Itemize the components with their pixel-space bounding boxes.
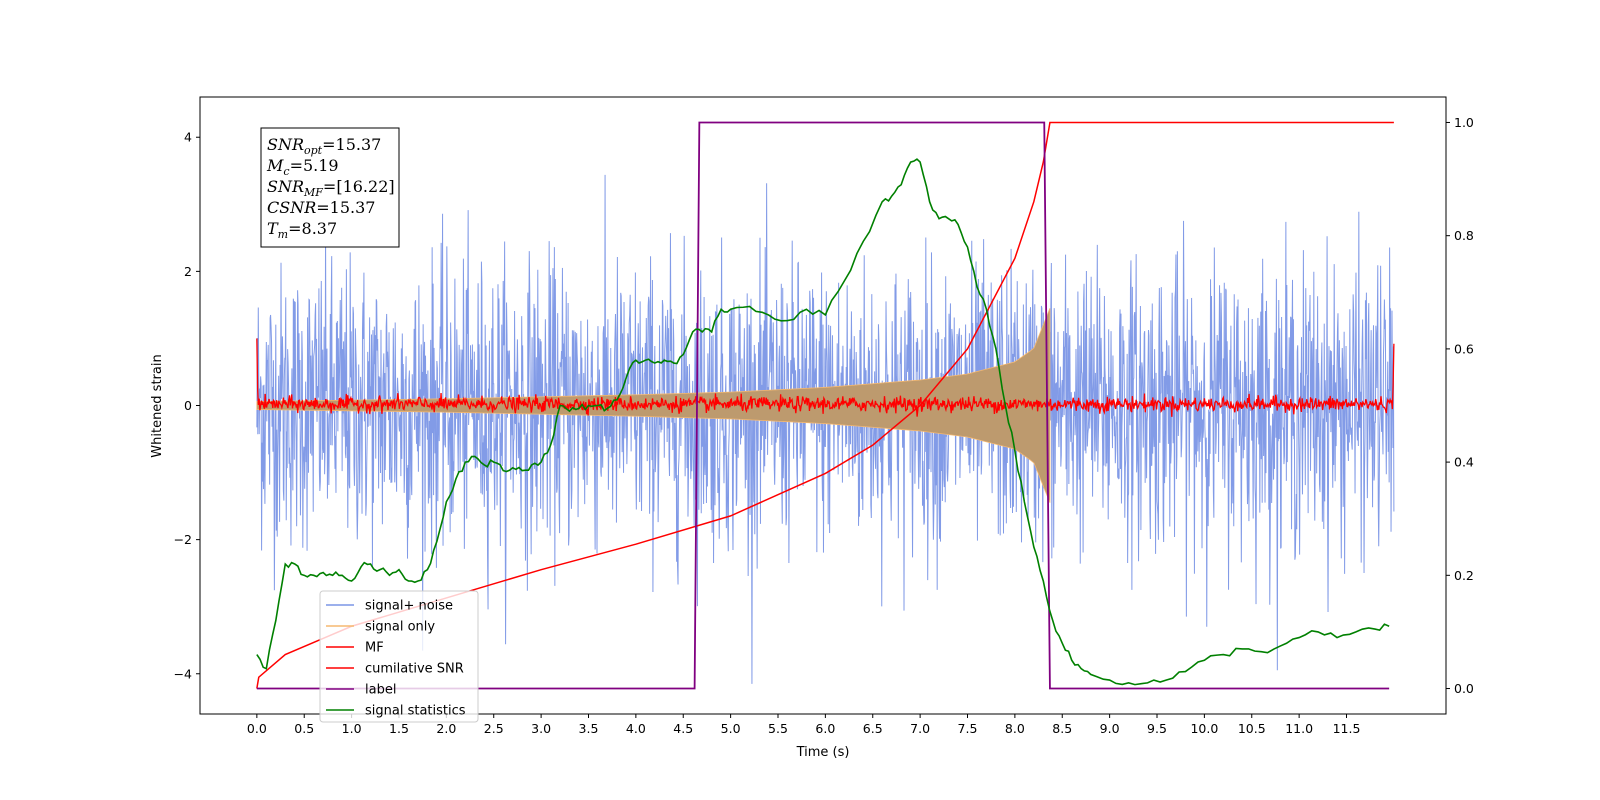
x-tick-label: 0.5 bbox=[294, 721, 314, 736]
legend-entry: signal statistics bbox=[365, 704, 466, 719]
x-tick-label: 8.0 bbox=[1005, 721, 1025, 736]
legend-entry: label bbox=[365, 683, 396, 698]
y-tick-label: 2 bbox=[184, 264, 192, 279]
series-label bbox=[256, 121, 1390, 690]
legend-frame bbox=[319, 590, 479, 723]
legend: signal+ noise signal only MF cumilative SNR… bbox=[319, 590, 479, 723]
x-tick-label: 5.5 bbox=[768, 721, 788, 736]
x-tick-label: 9.0 bbox=[1100, 721, 1120, 736]
x-tick-label: 8.5 bbox=[1052, 721, 1072, 736]
y2-tick-label: 0.8 bbox=[1454, 228, 1474, 243]
y-tick-label: 0 bbox=[184, 398, 192, 413]
info-line-name: M bbox=[266, 156, 284, 175]
x-tick-label: 0.0 bbox=[247, 721, 267, 736]
legend-entry: signal only bbox=[365, 620, 435, 635]
y-tick-label: −4 bbox=[174, 666, 192, 681]
info-box: SNRopt=15.37Mc=5.19SNRMF=[16.22]CSNR=15.… bbox=[260, 127, 400, 248]
x-tick-label: 7.5 bbox=[958, 721, 978, 736]
x-tick-label: 6.5 bbox=[863, 721, 883, 736]
y2-tick-label: 0.2 bbox=[1454, 568, 1474, 583]
x-tick-label: 2.5 bbox=[484, 721, 504, 736]
info-line-value: =8.37 bbox=[288, 219, 337, 238]
x-tick-label: 9.5 bbox=[1147, 721, 1167, 736]
x-tick-label: 10.5 bbox=[1238, 721, 1266, 736]
plot-area bbox=[256, 121, 1395, 690]
x-tick-label: 4.0 bbox=[626, 721, 646, 736]
info-line: CSNR=15.37 bbox=[267, 198, 375, 217]
series-mf bbox=[256, 338, 1395, 417]
x-tick-label: 6.0 bbox=[815, 721, 835, 736]
info-line-subscript: opt bbox=[304, 144, 323, 157]
info-line-name: SNR bbox=[267, 135, 304, 154]
y-axis-left: 4 2 0 −2 −4 bbox=[174, 130, 200, 681]
x-tick-label: 1.5 bbox=[389, 721, 409, 736]
x-tick-label: 11.0 bbox=[1285, 721, 1313, 736]
legend-entry: signal+ noise bbox=[365, 599, 453, 614]
info-line-value: =[16.22] bbox=[323, 177, 395, 196]
x-tick-label: 11.5 bbox=[1333, 721, 1361, 736]
y2-tick-label: 0.0 bbox=[1454, 681, 1474, 696]
legend-entry: cumilative SNR bbox=[365, 662, 464, 677]
info-line: SNRMF=[16.22] bbox=[267, 177, 395, 199]
info-line-subscript: c bbox=[283, 165, 289, 178]
info-line-subscript: MF bbox=[303, 186, 323, 199]
x-tick-label: 3.5 bbox=[579, 721, 599, 736]
y-axis-label: Whitened strain bbox=[150, 354, 165, 457]
series-signal-statistics bbox=[256, 158, 1390, 686]
x-tick-label: 2.0 bbox=[436, 721, 456, 736]
y2-tick-label: 1.0 bbox=[1454, 115, 1474, 130]
info-line-value: =15.37 bbox=[316, 198, 375, 217]
info-line: SNRopt=15.37 bbox=[267, 135, 381, 157]
x-tick-label: 1.0 bbox=[342, 721, 362, 736]
x-tick-label: 10.0 bbox=[1190, 721, 1218, 736]
info-line-value: =5.19 bbox=[290, 156, 339, 175]
y-tick-label: 4 bbox=[184, 130, 192, 145]
legend-entry: MF bbox=[365, 641, 384, 656]
x-axis-label: Time (s) bbox=[796, 745, 850, 760]
series-signal-only bbox=[256, 308, 1051, 503]
x-tick-label: 4.5 bbox=[673, 721, 693, 736]
info-line: Tm=8.37 bbox=[267, 219, 337, 241]
x-tick-label: 7.0 bbox=[910, 721, 930, 736]
info-line: Mc=5.19 bbox=[266, 156, 339, 178]
info-box-frame bbox=[260, 127, 400, 248]
info-line-name: CSNR bbox=[267, 198, 316, 217]
info-line-value: =15.37 bbox=[322, 135, 381, 154]
y-axis-right: 1.0 0.8 0.6 0.4 0.2 0.0 bbox=[1446, 115, 1474, 696]
info-line-name: SNR bbox=[267, 177, 304, 196]
info-line-subscript: m bbox=[278, 228, 288, 241]
y2-tick-label: 0.6 bbox=[1454, 341, 1474, 356]
x-tick-label: 5.0 bbox=[721, 721, 741, 736]
info-line-name: T bbox=[267, 219, 279, 238]
x-tick-label: 3.0 bbox=[531, 721, 551, 736]
y2-tick-label: 0.4 bbox=[1454, 455, 1474, 470]
x-axis: 0.0 0.5 1.0 1.5 2.0 2.5 3.0 3.5 4.0 4.5 5.0 5.5 6.0 6… bbox=[247, 714, 1361, 736]
y-tick-label: −2 bbox=[174, 532, 192, 547]
